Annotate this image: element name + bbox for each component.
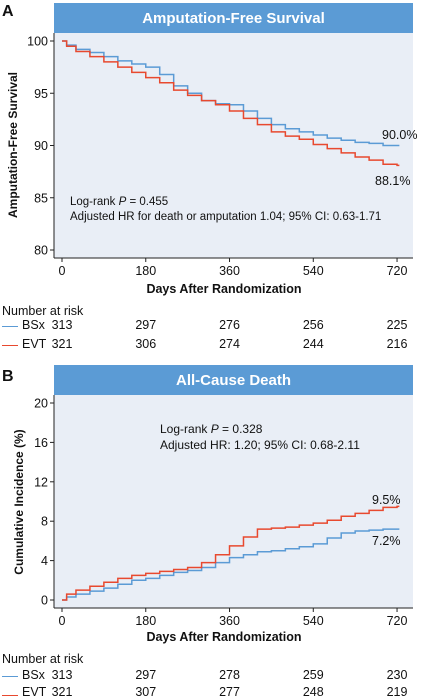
risk-bsx-value: 278	[219, 668, 240, 682]
risk-evt-value: 248	[302, 685, 324, 699]
risk-evt-value: 306	[135, 337, 157, 351]
evt-incidence-line	[62, 505, 400, 601]
risk-a-evt-label: EVT	[22, 337, 47, 351]
evt-swatch-a	[2, 345, 18, 346]
bsx-incidence-line	[62, 528, 400, 601]
survival-plot: 0 180 360 540 720 80 85 90 95 100 Log-rank P = 0.…	[6, 33, 417, 296]
y-tick-label: 90	[34, 139, 48, 153]
evt-end-label: 88.1%	[375, 174, 410, 188]
bsx-swatch-b	[2, 676, 18, 677]
annot-a-p: P	[119, 196, 127, 208]
y-tick-label: 95	[34, 87, 48, 101]
plot-b-annotation-logrank: Log-rank P = 0.328	[160, 422, 263, 436]
annot-a-suffix: = 0.455	[126, 196, 168, 208]
annot-b-suffix: = 0.328	[219, 422, 263, 436]
risk-bsx-value: 313	[51, 318, 73, 332]
panel-b-title: All-Cause Death	[54, 365, 413, 395]
y-tick-label: 85	[34, 191, 48, 205]
panel-a-title: Amputation-Free Survival	[54, 3, 413, 33]
evt-survival-line	[62, 40, 400, 167]
x-tick-label: 540	[303, 264, 324, 278]
plot-a-background	[54, 33, 413, 258]
y-tick-label: 100	[27, 35, 48, 49]
risk-bsx-value: 256	[302, 318, 324, 332]
plot-a-x-label: Days After Randomization	[146, 282, 301, 296]
risk-bsx-value: 313	[51, 668, 73, 682]
y-tick-label: 20	[34, 397, 48, 411]
risk-evt-value: 219	[386, 685, 408, 699]
annot-b-prefix: Log-rank	[160, 422, 211, 436]
risk-bsx-value: 297	[135, 318, 157, 332]
y-tick-label: 16	[34, 436, 48, 450]
risk-evt-value: 321	[51, 337, 73, 351]
risk-a-bsx-label: BSx	[22, 318, 45, 332]
risk-bsx-value: 225	[386, 318, 408, 332]
x-tick-label: 180	[135, 264, 156, 278]
plot-a-y-label: Amputation-Free Survival	[6, 72, 20, 218]
x-tick-label: 180	[135, 614, 156, 628]
bsx-survival-line	[62, 40, 400, 147]
plot-b-background	[54, 395, 413, 608]
risk-title-b: Number at risk	[2, 652, 84, 666]
risk-bsx-value: 230	[386, 668, 408, 682]
risk-bsx-value: 276	[219, 318, 240, 332]
risk-b-evt-label: EVT	[22, 685, 47, 699]
plot-b-annotation-hr: Adjusted HR: 1.20; 95% CI: 0.68-2.11	[160, 438, 360, 452]
bsx-swatch-a	[2, 326, 18, 327]
panel-letter-a: A	[2, 3, 14, 20]
y-tick-label: 80	[34, 244, 48, 258]
panel-letter-b: B	[2, 368, 14, 385]
y-tick-label: 8	[41, 515, 48, 529]
plot-b-x-label: Days After Randomization	[146, 630, 301, 644]
plot-a-annotation-logrank: Log-rank P = 0.455	[70, 196, 168, 208]
y-tick-label: 0	[41, 594, 48, 608]
x-tick-label: 360	[219, 264, 240, 278]
x-tick-label: 0	[59, 614, 66, 628]
x-tick-label: 720	[387, 264, 408, 278]
annot-b-p: P	[211, 422, 219, 436]
x-tick-label: 360	[219, 614, 240, 628]
risk-evt-value: 244	[302, 337, 324, 351]
plot-a-annotation-hr: Adjusted HR for death or amputation 1.04…	[70, 211, 381, 223]
risk-evt-value: 307	[135, 685, 157, 699]
risk-evt-value: 277	[219, 685, 240, 699]
plot-b-y-label: Cumulative Incidence (%)	[12, 429, 26, 574]
bsx-end-label: 7.2%	[372, 534, 401, 548]
x-tick-label: 540	[303, 614, 324, 628]
x-tick-label: 720	[387, 614, 408, 628]
annot-a-prefix: Log-rank	[70, 196, 119, 208]
risk-evt-value: 274	[219, 337, 240, 351]
risk-bsx-value: 259	[302, 668, 324, 682]
risk-bsx-value: 297	[135, 668, 157, 682]
risk-evt-value: 321	[51, 685, 73, 699]
risk-evt-value: 216	[386, 337, 408, 351]
y-tick-label: 4	[41, 554, 48, 568]
x-tick-label: 0	[59, 264, 66, 278]
evt-end-label: 9.5%	[372, 493, 401, 507]
bsx-end-label: 90.0%	[382, 128, 417, 142]
risk-b-bsx-label: BSx	[22, 668, 45, 682]
evt-swatch-b	[2, 695, 18, 696]
y-tick-label: 12	[34, 475, 48, 489]
risk-title-a: Number at risk	[2, 304, 84, 318]
